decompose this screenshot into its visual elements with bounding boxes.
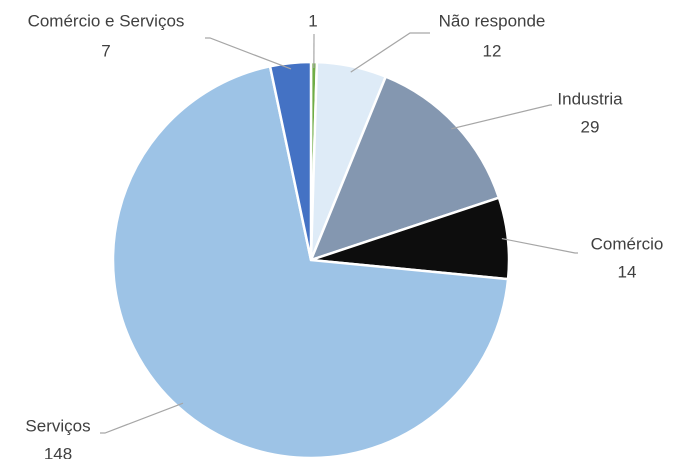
slice-value: 7 xyxy=(101,41,110,60)
leader-line xyxy=(451,104,552,130)
slice-label: Comércio xyxy=(591,234,664,253)
pie-slice xyxy=(308,75,501,263)
slice-label: Comércio e Serviços xyxy=(28,11,185,30)
leader-line xyxy=(100,402,184,434)
slice-label: Não responde xyxy=(439,11,546,30)
slice-value: 1 xyxy=(308,11,317,30)
slice-value: 12 xyxy=(483,41,502,60)
leader-line xyxy=(350,32,430,73)
slice-value: 148 xyxy=(44,444,72,459)
slice-label: Industria xyxy=(557,89,623,108)
leader-line xyxy=(501,238,578,254)
slice-value: 14 xyxy=(618,262,637,281)
pie-slice xyxy=(111,64,510,459)
slice-value: 29 xyxy=(581,117,600,136)
leader-line xyxy=(205,37,292,70)
pie-slice xyxy=(268,60,313,261)
slice-label: Serviços xyxy=(25,416,90,435)
